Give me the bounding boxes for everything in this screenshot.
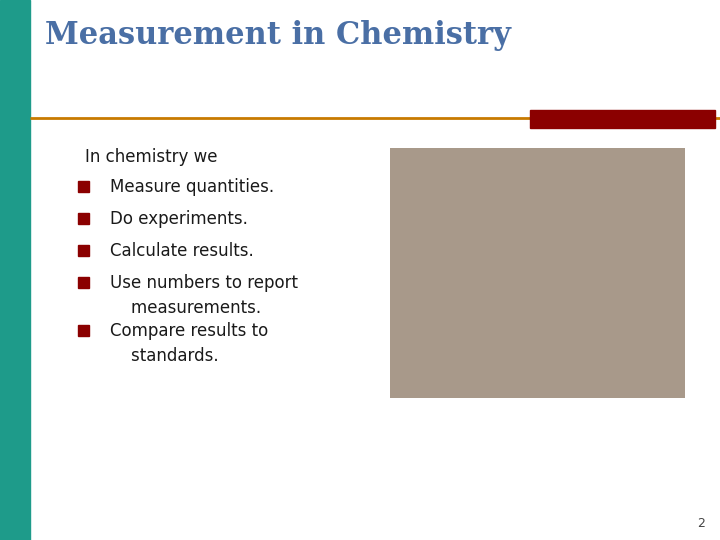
Bar: [0, 0, 30, 540]
Text: Measurement in Chemistry: Measurement in Chemistry: [45, 20, 511, 51]
Text: Calculate results.: Calculate results.: [110, 242, 253, 260]
Text: Compare results to
    standards.: Compare results to standards.: [110, 322, 269, 365]
Text: 2: 2: [697, 517, 705, 530]
Bar: [78, 245, 89, 256]
Bar: [78, 181, 89, 192]
Text: Measure quantities.: Measure quantities.: [110, 178, 274, 196]
Bar: [530, 110, 715, 128]
Bar: [78, 325, 89, 336]
Bar: [78, 213, 89, 224]
Text: In chemistry we: In chemistry we: [85, 148, 217, 166]
Text: Use numbers to report
    measurements.: Use numbers to report measurements.: [110, 274, 298, 317]
Text: Do experiments.: Do experiments.: [110, 210, 248, 228]
Bar: [78, 277, 89, 288]
Bar: [390, 148, 685, 398]
